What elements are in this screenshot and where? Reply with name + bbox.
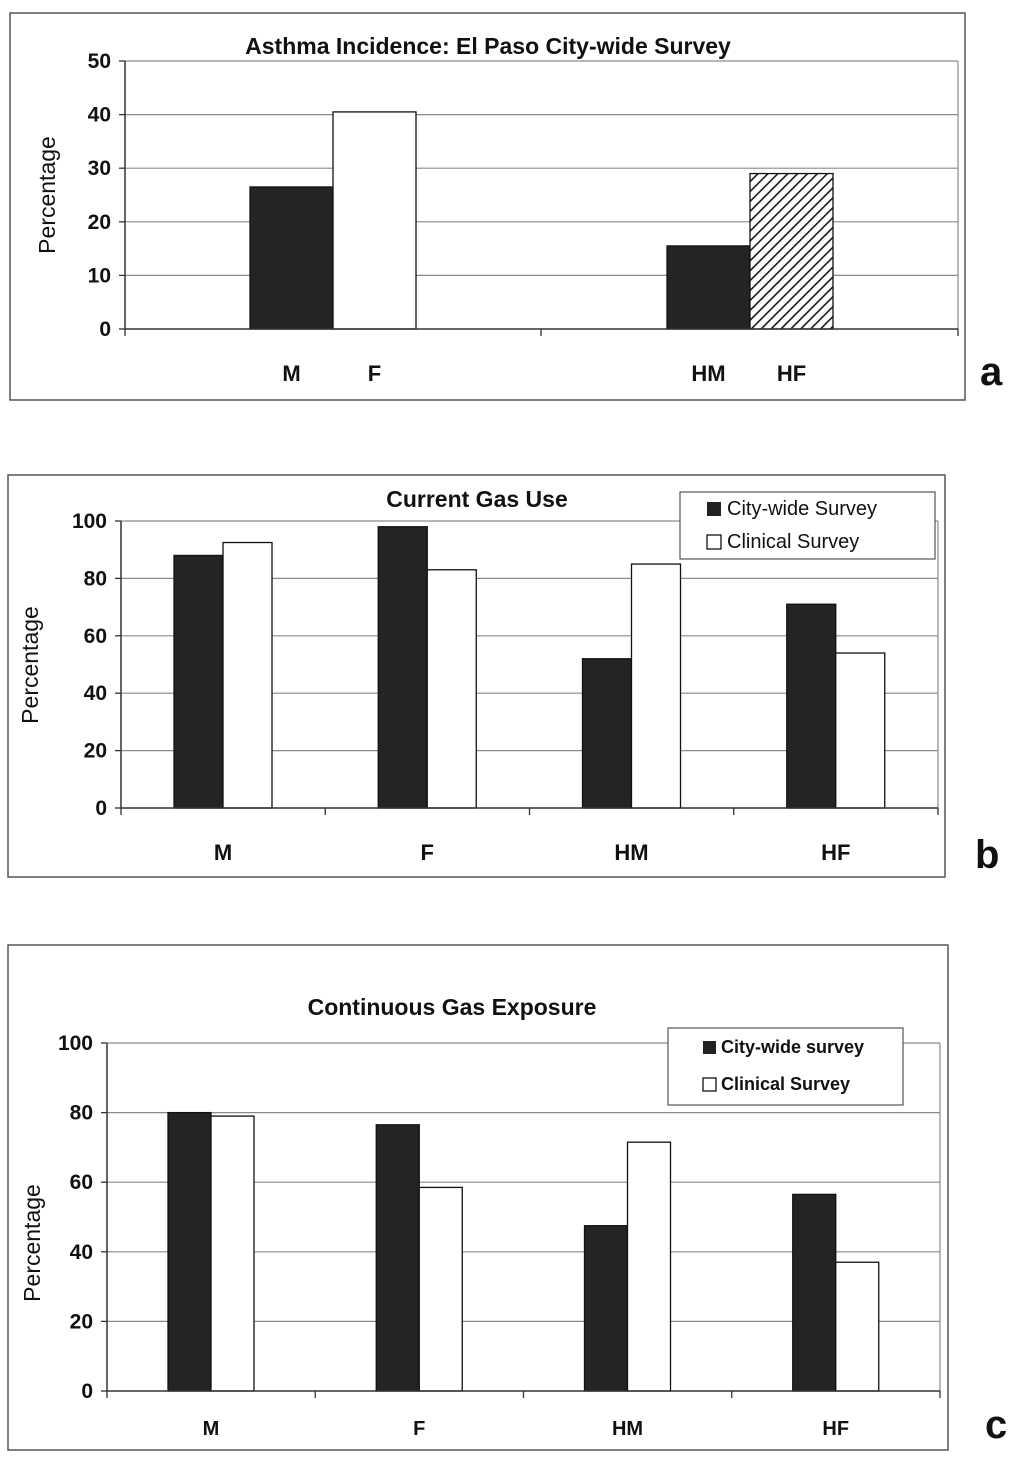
x-tick-label: F	[413, 1418, 425, 1440]
legend-box	[679, 491, 936, 560]
chart-title: Asthma Incidence: El Paso City-wide Surv…	[245, 33, 731, 59]
y-tick-label: 60	[70, 1171, 93, 1194]
panel-label: c	[985, 1403, 1007, 1447]
panel-label: b	[975, 833, 999, 877]
bar-clinical-survey-hf	[835, 1261, 880, 1392]
y-axis-label: Percentage	[34, 136, 60, 254]
bar-clinical-survey-m	[210, 1115, 255, 1392]
legend-swatch-city-wide	[707, 502, 721, 516]
bar-city-wide-survey-hm	[583, 1225, 629, 1392]
y-tick-label: 0	[81, 1380, 93, 1403]
bar-city-wide-survey-hf	[792, 1193, 837, 1392]
x-tick-label: M	[282, 361, 300, 386]
y-tick-label: 20	[88, 211, 111, 234]
bar-city-wide-survey-m	[167, 1111, 212, 1392]
y-tick-label: 100	[58, 1032, 93, 1055]
bar-clinical-survey-m	[222, 541, 273, 809]
bar-hm	[666, 245, 751, 330]
chart-panel-b: 0 20 40 60 80 100 M F HM HF Current Gas Use Perce…	[7, 474, 999, 878]
chart-title: Current Gas Use	[386, 486, 568, 512]
bar-clinical-survey-hm	[626, 1141, 672, 1392]
bar-clinical-survey-f	[418, 1186, 463, 1392]
y-tick-label: 80	[70, 1102, 93, 1125]
legend-box	[667, 1027, 904, 1106]
y-tick-label: 40	[70, 1241, 93, 1264]
y-tick-label: 40	[84, 682, 107, 705]
bar-f	[332, 111, 417, 330]
legend-swatch-city-wide	[703, 1041, 716, 1054]
bar-m	[249, 186, 334, 330]
y-tick-label: 40	[88, 104, 111, 127]
bar-clinical-survey-hm	[630, 563, 682, 809]
y-tick-label: 30	[88, 157, 111, 180]
y-tick-label: 10	[88, 264, 111, 287]
legend-label-city-wide: City-wide Survey	[727, 498, 877, 520]
legend-label-clinical: Clinical Survey	[721, 1074, 850, 1094]
x-tick-label: F	[368, 361, 381, 386]
legend-swatch-clinical	[706, 534, 722, 550]
legend: City-wide survey Clinical Survey	[667, 1027, 904, 1106]
bar-city-wide-survey-f	[377, 526, 428, 809]
bar-hf	[749, 172, 834, 330]
x-tick-label: HM	[612, 1418, 643, 1440]
panel-label: a	[980, 350, 1003, 394]
x-tick-label: M	[214, 840, 232, 865]
x-tick-label: HF	[821, 840, 850, 865]
bar-city-wide-survey-f	[375, 1124, 420, 1392]
legend-swatch-clinical	[702, 1077, 717, 1092]
x-tick-label: HM	[691, 361, 725, 386]
chart-title: Continuous Gas Exposure	[308, 994, 597, 1020]
x-tick-label: HM	[614, 840, 648, 865]
y-tick-label: 50	[88, 50, 111, 73]
x-tick-label: HF	[777, 361, 806, 386]
chart-panel-c: 0 20 40 60 80 100 M F HM HF Continuous Gas Exposu…	[7, 944, 1007, 1451]
y-axis-label: Percentage	[19, 1184, 45, 1302]
legend-label-clinical: Clinical Survey	[727, 531, 859, 553]
legend: City-wide Survey Clinical Survey	[679, 491, 936, 560]
legend-label-city-wide: City-wide survey	[721, 1037, 864, 1057]
chart-panel-a: 0 10 20 30 40 50 M F HM HF Asthma Incidence: El P…	[9, 12, 1003, 401]
bar-city-wide-survey-hf	[786, 603, 837, 809]
y-tick-label: 60	[84, 625, 107, 648]
y-tick-label: 20	[70, 1310, 93, 1333]
y-tick-label: 100	[72, 510, 107, 533]
y-tick-label: 0	[99, 318, 111, 341]
x-tick-label: M	[203, 1418, 220, 1440]
bar-clinical-survey-hf	[835, 652, 886, 809]
y-axis-label: Percentage	[17, 606, 43, 724]
x-tick-label: F	[421, 840, 434, 865]
bar-city-wide-survey-m	[173, 554, 224, 809]
y-tick-label: 20	[84, 740, 107, 763]
bar-clinical-survey-f	[426, 569, 477, 809]
y-tick-label: 0	[95, 797, 107, 820]
y-tick-label: 80	[84, 567, 107, 590]
bar-city-wide-survey-hm	[581, 658, 633, 809]
x-tick-label: HF	[822, 1418, 849, 1440]
